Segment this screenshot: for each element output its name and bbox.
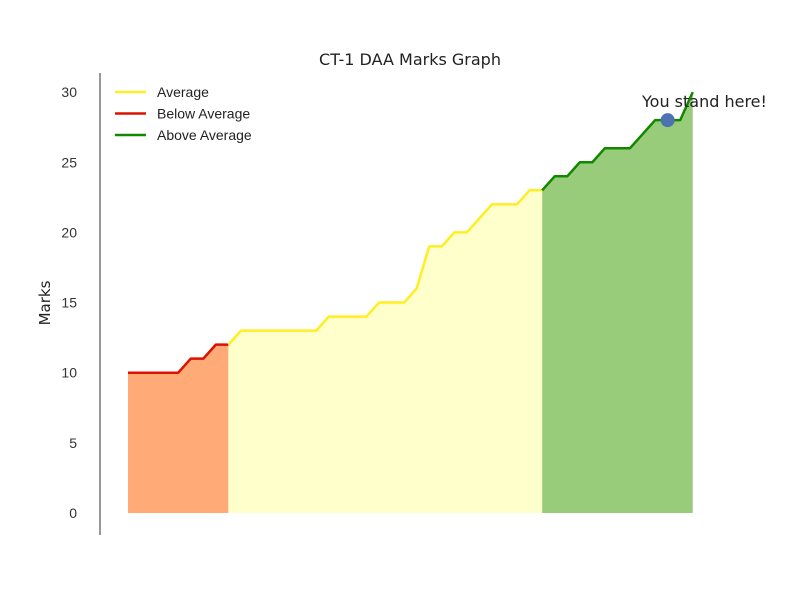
average-area: [228, 190, 543, 513]
y-tick-label-20: 20: [61, 224, 77, 240]
annotation-label: You stand here!: [641, 92, 767, 111]
legend: Average Below Average Above Average: [115, 84, 252, 143]
legend-label-above-average: Above Average: [157, 127, 252, 143]
y-axis-label: Marks: [36, 280, 54, 325]
y-tick-label-0: 0: [69, 505, 77, 521]
legend-label-below-average: Below Average: [157, 106, 250, 122]
y-tick-label-5: 5: [69, 435, 77, 451]
average-line: [227, 189, 543, 346]
y-tick-label-10: 10: [61, 365, 77, 381]
y-tick-labels: 0 5 10 15 20 25 30: [61, 84, 77, 521]
above-average-area: [542, 92, 693, 513]
highlight-point: [660, 113, 675, 128]
below-average-line: [128, 343, 229, 374]
y-tick-label-30: 30: [61, 84, 77, 100]
below-average-area: [128, 344, 229, 513]
chart-title: CT-1 DAA Marks Graph: [319, 50, 501, 69]
area-fills: [128, 92, 693, 513]
legend-label-average: Average: [157, 84, 209, 100]
y-tick-label-25: 25: [61, 154, 77, 170]
y-tick-label-15: 15: [61, 295, 77, 311]
highlight-layer: You stand here!: [641, 92, 767, 128]
